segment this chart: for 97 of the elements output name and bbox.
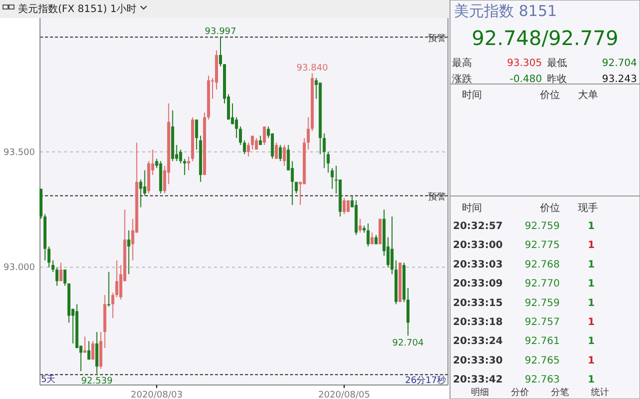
candlestick (195, 119, 198, 150)
text: 1 (588, 240, 595, 252)
text: 92.765 (524, 355, 560, 366)
candlestick (95, 331, 98, 374)
text: 92.759 (524, 298, 560, 309)
candlestick (358, 218, 362, 234)
text: 最低 (547, 58, 567, 69)
text: 时间 (462, 89, 482, 101)
text: 1 (588, 298, 595, 309)
candlestick (187, 156, 190, 171)
text: -0.480 (510, 74, 542, 85)
text: 20:33:00 (453, 240, 503, 252)
candlestick (143, 170, 146, 196)
text: 分笔 (551, 387, 569, 398)
text: 20:33:09 (453, 278, 503, 290)
candlestick (390, 216, 394, 275)
candlestick (87, 340, 90, 360)
candlestick (179, 149, 182, 164)
candlestick (47, 246, 50, 268)
text: 美元指数 8151 (454, 2, 557, 20)
text: 92.763 (524, 374, 560, 386)
x-tick-label: 2020/08/05 (318, 390, 370, 399)
candlestick (330, 168, 334, 190)
text: 1 (588, 374, 595, 386)
text: 20:32:57 (453, 221, 503, 232)
candlestick (238, 126, 242, 146)
text: 20:33:42 (453, 374, 503, 386)
candlestick (242, 140, 246, 155)
text: 价位 (539, 89, 560, 101)
text: 92.757 (524, 317, 560, 328)
text: 涨跌 (452, 73, 472, 85)
annotation: 92.539 (81, 376, 113, 387)
candlestick (366, 222, 370, 248)
text: 1 (588, 259, 595, 270)
annotation: 92.704 (392, 338, 424, 349)
candlestick (246, 142, 250, 157)
text: 价位 (539, 202, 560, 214)
candlestick (306, 116, 310, 150)
text: 昨收 (547, 73, 567, 85)
text: 93.243 (602, 74, 637, 85)
candlestick (262, 126, 266, 146)
text: 1 (588, 336, 595, 348)
candlestick (250, 135, 254, 150)
text: 20:33:30 (453, 355, 503, 366)
candlestick (219, 36, 222, 67)
candlestick (326, 151, 330, 174)
text: 20:33:24 (453, 336, 503, 348)
candlestick (258, 135, 262, 146)
text: 分价 (511, 387, 529, 398)
text: 明细 (471, 387, 489, 398)
annotation: 93.840 (296, 63, 328, 74)
y-tick-label: 93.000 (4, 263, 36, 274)
candlestick (59, 262, 62, 282)
annotation: 26分17秒 (405, 375, 446, 386)
candlestick (63, 269, 66, 286)
candlestick (51, 260, 54, 272)
candlestick (342, 198, 346, 215)
text: 20:33:03 (453, 259, 503, 270)
text: 大单 (578, 89, 598, 101)
annotation: 93.997 (204, 27, 236, 38)
x-tick-label: 2020/08/03 (130, 390, 183, 399)
candlestick (111, 292, 114, 319)
text: 最高 (452, 57, 472, 69)
candlestick (234, 116, 238, 139)
candlestick (278, 144, 282, 162)
candlestick (322, 132, 326, 169)
candlestick (406, 288, 410, 336)
text: 1 (588, 221, 595, 232)
text: 92.775 (524, 240, 560, 252)
text: 时间 (462, 202, 482, 214)
annotation: 5天 (41, 374, 56, 385)
candlestick (115, 260, 118, 298)
candlestick (127, 230, 130, 275)
candlestick (139, 179, 142, 208)
text: 现手 (578, 202, 598, 214)
candlestick (274, 142, 278, 160)
text: 92.748/92.779 (472, 26, 618, 50)
text: 1 (588, 278, 595, 290)
y-tick-label: 93.500 (4, 148, 36, 158)
text: 92.770 (524, 278, 560, 290)
text: 20:33:15 (453, 298, 503, 309)
candlestick (91, 340, 94, 360)
text: 92.761 (524, 336, 560, 348)
text: 1 (588, 355, 595, 366)
text: 93.305 (507, 58, 542, 69)
candlestick (270, 132, 274, 160)
text: 92.704 (602, 58, 637, 69)
candlestick (107, 271, 110, 308)
candlestick (55, 266, 58, 286)
candlestick (183, 158, 186, 176)
chart-title: 美元指数(FX 8151) 1小时 (18, 3, 137, 15)
text: 92.759 (524, 221, 560, 232)
text: 20:33:18 (453, 317, 503, 328)
text: 92.768 (524, 259, 560, 270)
text: 统计 (591, 387, 609, 398)
candlestick (282, 144, 286, 166)
text: 1 (588, 317, 595, 328)
